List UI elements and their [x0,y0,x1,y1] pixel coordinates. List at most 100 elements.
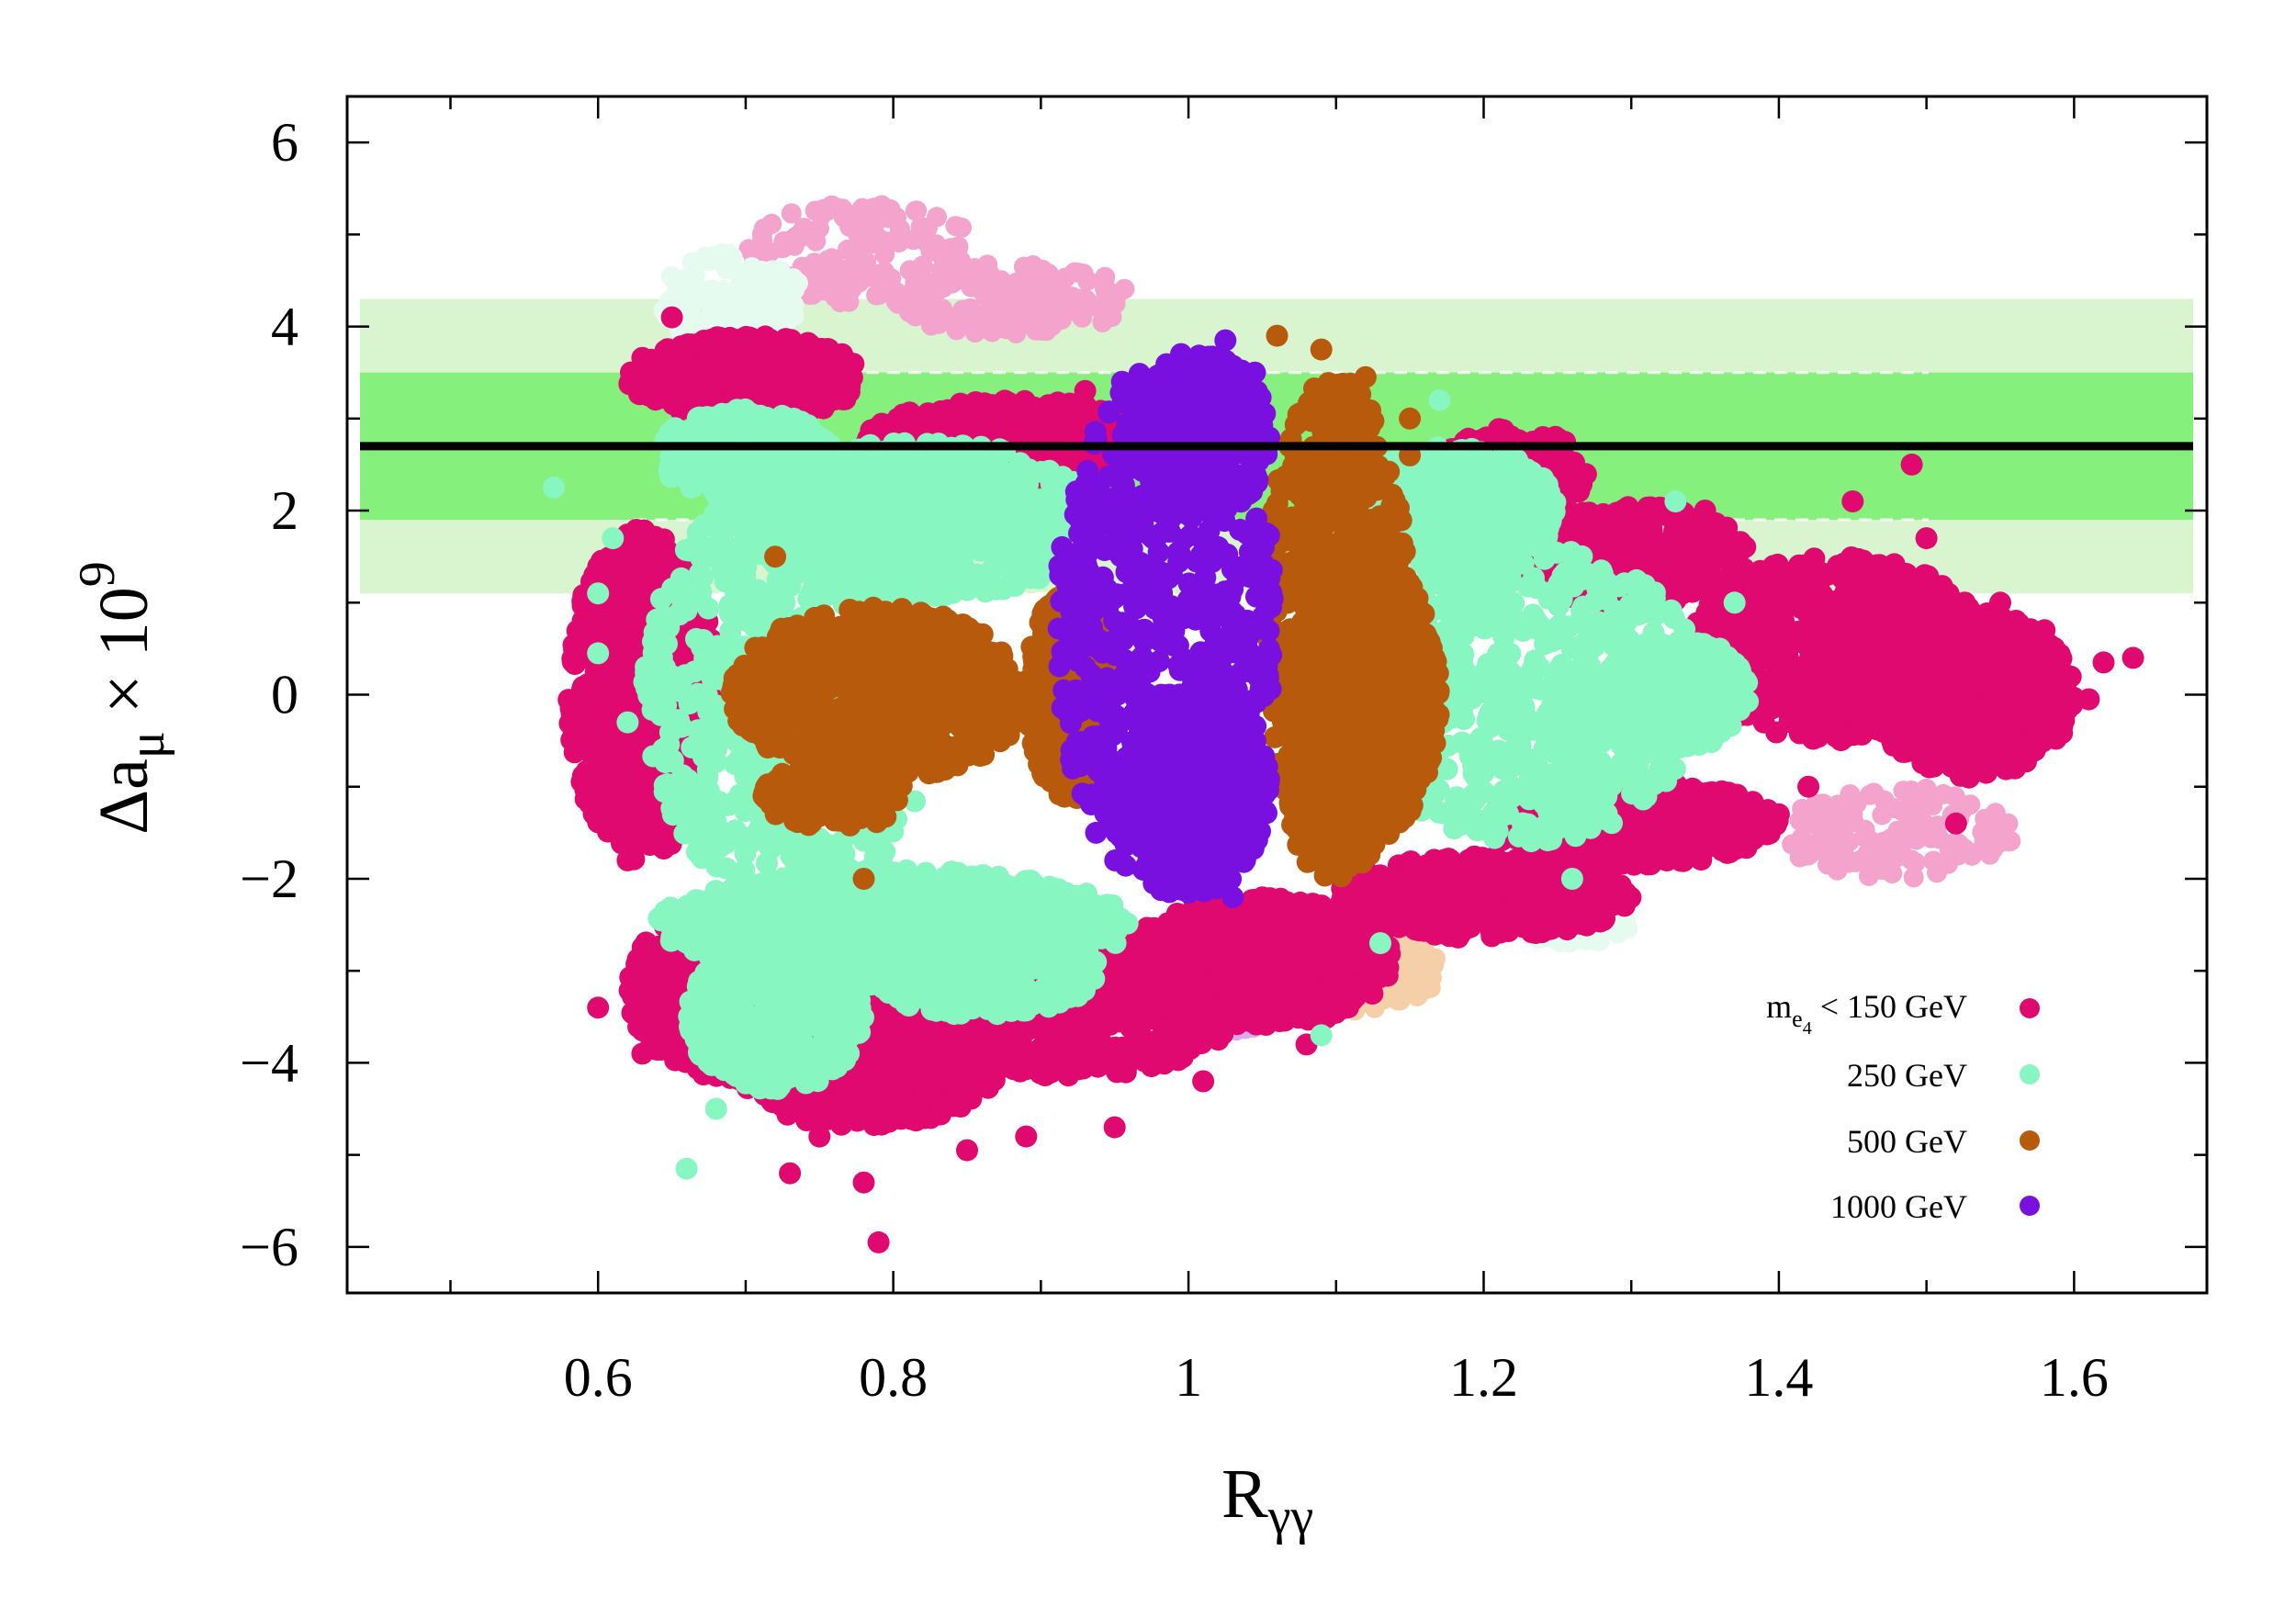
data-point [1893,781,1914,802]
data-point [561,650,584,673]
data-point [983,412,1005,434]
data-point [1887,820,1908,841]
data-point [1038,264,1059,285]
data-point [927,207,948,228]
data-point [707,354,730,376]
data-point [1927,815,1948,837]
data-point [1036,320,1057,342]
data-point [856,252,877,272]
data-point [1998,813,2019,834]
data-point [838,291,860,312]
data-point [1916,779,1937,800]
data-point [1169,1018,1192,1041]
data-point [916,231,937,253]
data-point [584,666,607,689]
data-point [1058,1018,1081,1041]
data-point [717,294,738,315]
data-point [625,601,647,624]
data-point [1901,849,1922,871]
data-point [1024,1044,1047,1067]
data-point [838,264,859,285]
data-point [904,410,927,433]
data-point [1927,862,1947,883]
data-point [1024,275,1045,297]
data-point [607,734,630,757]
data-point [628,547,651,570]
data-point [759,242,780,263]
data-point [614,797,637,820]
data-point [921,1074,944,1097]
data-point [1906,829,1927,850]
data-point [761,260,782,281]
data-point [666,958,689,981]
data-point [1903,867,1924,888]
data-point [827,197,849,219]
data-point [750,288,771,309]
data-point [983,290,1004,311]
data-point [1007,309,1028,330]
data-point [1092,311,1113,332]
data-point [1797,809,1818,830]
data-point [1822,841,1843,862]
data-point [869,284,890,305]
data-point [964,398,987,421]
data-point [1922,795,1943,816]
data-point [1041,283,1062,304]
data-point [1153,1043,1176,1066]
data-point [817,250,838,271]
data-point [598,692,621,715]
data-point [681,305,702,326]
data-point [1133,1044,1156,1067]
data-point [911,1105,934,1128]
data-point [791,227,812,248]
data-point [1082,1032,1105,1055]
data-point [658,1023,681,1046]
data-point [631,976,654,999]
data-point [1033,303,1053,324]
data-point [945,216,966,237]
data-point [1072,307,1093,328]
data-point [726,333,748,356]
data-point [805,200,826,221]
data-point [1988,833,2009,853]
data-point [671,373,693,396]
data-point [961,1032,984,1055]
data-point [787,273,808,294]
data-point [632,778,655,801]
data-point [687,332,710,355]
data-point [619,371,642,394]
data-point [1854,826,1875,848]
data-point [960,298,981,319]
data-point [927,280,948,301]
data-point [977,254,998,275]
data-point [905,306,926,327]
data-point [1094,274,1115,295]
data-point [1859,784,1880,805]
data-point [1077,270,1097,291]
data-point [798,333,821,356]
data-point [945,318,966,339]
data-point [859,266,880,287]
scatter-points [543,195,2144,1253]
data-point [1101,1050,1124,1072]
data-point [732,272,753,293]
data-point [862,233,884,253]
data-point [1057,299,1077,320]
data-point [824,1094,847,1117]
faint-cluster-0-3 [1782,779,2021,888]
data-point [1948,845,1969,866]
data-point [1074,287,1095,309]
data-point [995,1054,1018,1077]
data-point [711,243,732,264]
data-point [1414,954,1435,975]
data-point [937,399,960,421]
data-point [1782,834,1803,855]
data-point [1039,1062,1062,1084]
data-point [661,265,682,287]
data-point [660,977,683,1000]
data-point [808,218,829,239]
data-point [1944,786,1965,807]
data-point [1115,1010,1138,1033]
data-point [750,332,773,355]
